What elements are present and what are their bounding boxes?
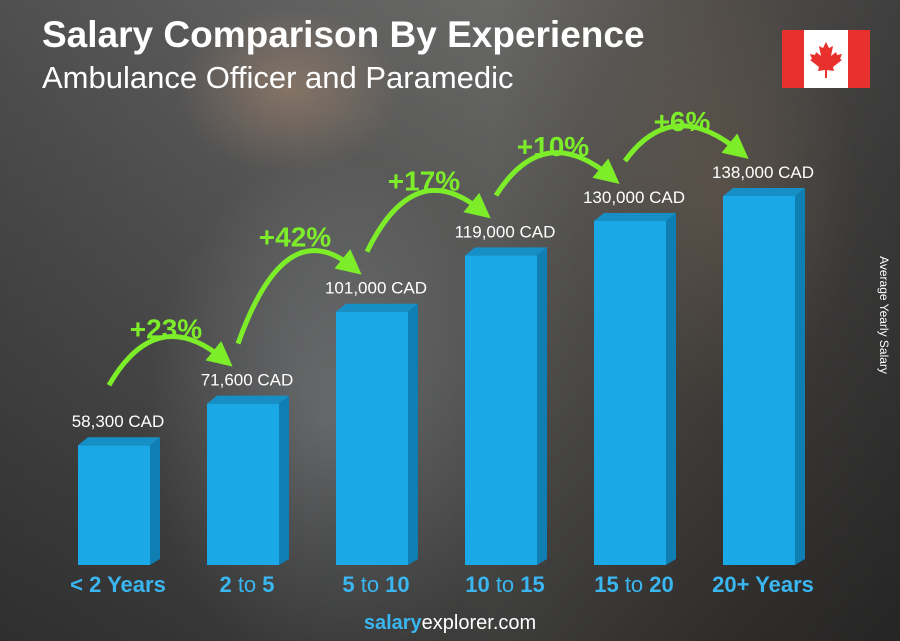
growth-arrow — [622, 123, 749, 163]
category-to: to — [496, 572, 514, 597]
chart-subtitle: Ambulance Officer and Paramedic — [42, 60, 514, 95]
bar-group: 58,300 CAD — [72, 412, 165, 565]
value-label: 71,600 CAD — [201, 371, 294, 390]
category-end: 10 — [379, 572, 410, 597]
growth-arrow — [364, 187, 491, 253]
category-label: 2 to 5 — [219, 572, 274, 597]
growth-label: +10% — [517, 131, 589, 162]
bar-side — [279, 395, 289, 565]
category-to: to — [361, 572, 379, 597]
brand-explorer: explorer.com — [421, 612, 537, 634]
value-label: 138,000 CAD — [712, 163, 814, 182]
growth-arrow — [235, 248, 362, 345]
bar-group: 71,600 CAD — [201, 371, 294, 565]
chart-title: Salary Comparison By Experience — [42, 14, 645, 55]
category-end: 15 — [514, 572, 545, 597]
category-label: < 2 Years — [70, 572, 166, 597]
canada-flag-icon — [782, 30, 870, 88]
bar — [336, 311, 408, 565]
bar — [465, 255, 537, 565]
growth-label: +23% — [130, 314, 202, 345]
category-label: 5 to 10 — [342, 572, 409, 597]
bar-side — [150, 437, 160, 565]
brand-salary: salary — [363, 612, 422, 634]
growth-label: +42% — [259, 222, 331, 253]
growth-arrow — [493, 150, 620, 197]
bar-top — [78, 437, 160, 446]
bar-top — [465, 247, 547, 256]
category-to: to — [625, 572, 643, 597]
bar-top — [207, 395, 289, 404]
bar-side — [537, 247, 547, 565]
bar — [207, 403, 279, 565]
value-label: 130,000 CAD — [583, 188, 685, 207]
value-label: 101,000 CAD — [325, 279, 427, 298]
growth-arrow — [106, 334, 233, 387]
bar-side — [666, 213, 676, 565]
bar-side — [795, 188, 805, 565]
category-label: 10 to 15 — [465, 572, 545, 597]
category-end: 5 — [256, 572, 274, 597]
bar — [594, 221, 666, 565]
bar-top — [723, 188, 805, 196]
bar-group: 119,000 CAD — [455, 222, 556, 565]
bar-side — [408, 303, 418, 565]
bar — [78, 445, 150, 565]
bar-group: 101,000 CAD — [325, 279, 427, 565]
bar-group: 138,000 CAD — [712, 163, 814, 565]
footer-brand[interactable]: salaryexplorer.com — [0, 612, 900, 635]
category-to: to — [238, 572, 256, 597]
category-from: 2 — [219, 572, 237, 597]
category-from: 15 — [594, 572, 625, 597]
category-end: 20 — [643, 572, 674, 597]
value-label: 119,000 CAD — [455, 222, 556, 241]
category-label: 15 to 20 — [594, 572, 674, 597]
value-label: 58,300 CAD — [72, 412, 165, 431]
growth-label: +6% — [654, 106, 711, 137]
growth-label: +17% — [388, 165, 460, 196]
category-from: 5 — [342, 572, 360, 597]
category-from: 10 — [465, 572, 496, 597]
bar-top — [594, 213, 676, 222]
category-label: 20+ Years — [712, 572, 814, 597]
bar-group: 130,000 CAD — [583, 188, 685, 565]
bar-top — [336, 303, 418, 312]
bar — [723, 196, 795, 565]
